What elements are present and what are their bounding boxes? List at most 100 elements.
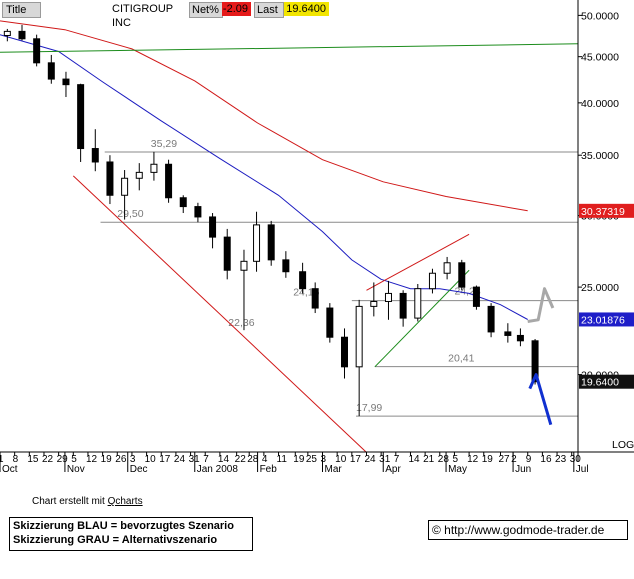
x-tick-label: 16 [540, 454, 552, 465]
x-tick-label: 17 [350, 454, 362, 465]
candle-body [311, 288, 319, 309]
level-label: 22,36 [228, 317, 254, 329]
scenario-legend: Skizzierung BLAU = bevorzugtes Szenario … [9, 517, 253, 551]
month-label: Jan 2008 [197, 464, 239, 474]
candle-body [472, 286, 480, 307]
x-tick-label: 10 [145, 454, 157, 465]
level-label: 17,99 [356, 402, 382, 414]
x-tick-label: 3 [130, 454, 136, 465]
candle-body [240, 260, 248, 271]
price-marker-label: 19.6400 [581, 377, 619, 389]
month-label: Oct [2, 464, 18, 474]
candle-body [3, 30, 11, 36]
x-tick-label: 12 [86, 454, 98, 465]
candle-body [326, 307, 334, 338]
scenario-legend-blue: Skizzierung BLAU = bevorzugtes Szenario [13, 520, 234, 532]
candle-body [516, 334, 524, 342]
candle-body [91, 148, 99, 163]
candle-body [33, 38, 41, 64]
y-tick-label: 25.0000 [581, 282, 619, 294]
net-percent-value: -2.09 [222, 2, 251, 16]
candle-body [443, 262, 451, 274]
candle-body [399, 292, 407, 319]
level-label: 35,29 [151, 138, 177, 150]
x-tick-label: 28 [247, 454, 259, 465]
x-tick-label: 31 [379, 454, 391, 465]
month-label: Apr [385, 464, 401, 474]
trendline [374, 269, 470, 368]
price-marker [579, 312, 634, 327]
candle-body [223, 236, 231, 271]
price-marker [579, 203, 634, 218]
trendline [72, 175, 367, 453]
x-tick-label: 19 [482, 454, 494, 465]
x-tick-label: 22 [42, 454, 54, 465]
moving-average-line [0, 43, 579, 53]
candle-body [282, 259, 290, 273]
x-tick-label: 27 [499, 454, 511, 465]
price-marker-label: 30.37319 [581, 206, 625, 218]
x-tick-label: 17 [159, 454, 171, 465]
chart-credit-prefix: Chart erstellt mit [32, 496, 108, 507]
candle-body [458, 262, 466, 288]
candle-body [165, 163, 173, 199]
x-tick-label: 24 [174, 454, 186, 465]
candle-body [340, 336, 348, 368]
candle-body [209, 216, 217, 238]
price-marker [579, 374, 634, 389]
price-marker-label: 23.01876 [581, 314, 625, 326]
month-label: Jul [576, 464, 589, 474]
x-tick-label: 7 [394, 454, 400, 465]
qcharts-link[interactable]: Qcharts [107, 496, 143, 507]
x-tick-label: 29 [57, 454, 69, 465]
candle-body [47, 62, 55, 80]
month-label: May [448, 464, 467, 474]
x-tick-label: 5 [452, 454, 458, 465]
month-label: Nov [67, 464, 85, 474]
x-tick-label: 1 [0, 454, 4, 465]
x-tick-label: 7 [203, 454, 209, 465]
x-tick-label: 4 [262, 454, 268, 465]
scenario-path [527, 287, 555, 323]
x-tick-label: 12 [467, 454, 479, 465]
scenario-path [528, 373, 553, 426]
candle-body [62, 78, 70, 86]
x-tick-label: 26 [115, 454, 127, 465]
x-tick-label: 9 [526, 454, 532, 465]
x-tick-label: 30 [570, 454, 582, 465]
x-tick-label: 23 [555, 454, 567, 465]
copyright-box: © http://www.godmode-trader.de [428, 520, 628, 540]
x-tick-label: 28 [438, 454, 450, 465]
candle-body [504, 331, 512, 336]
candle-body [135, 171, 143, 179]
x-tick-label: 19 [101, 454, 113, 465]
chart-credit: Chart erstellt mit Qcharts [32, 496, 143, 507]
net-percent-label: Net% [189, 2, 223, 18]
x-tick-label: 11 [277, 454, 288, 465]
month-label: Dec [130, 464, 148, 474]
month-label: Feb [260, 464, 278, 474]
candle-body [121, 177, 129, 196]
candle-body [18, 30, 26, 40]
x-tick-label: 14 [218, 454, 230, 465]
x-tick-label: 14 [408, 454, 420, 465]
x-tick-label: 10 [335, 454, 347, 465]
log-scale-label: LOG [612, 439, 634, 451]
candle-body [299, 271, 307, 290]
candle-body [414, 288, 422, 319]
chart-background [0, 0, 634, 474]
x-tick-label: 22 [235, 454, 247, 465]
x-tick-label: 19 [293, 454, 305, 465]
scenario-legend-grey: Skizzierung GRAU = Alternativszenario [13, 534, 218, 546]
x-tick-label: 21 [423, 454, 435, 465]
candle-body [384, 292, 392, 302]
candle-body [267, 224, 275, 261]
level-label: 29,50 [117, 208, 143, 220]
candle-body [179, 197, 187, 208]
candle-body [77, 84, 85, 150]
copyright-text: © http://www.godmode-trader.de [432, 523, 605, 537]
y-tick-label: 50.0000 [581, 10, 619, 22]
candle-body [150, 163, 158, 173]
y-tick-label: 40.0000 [581, 98, 619, 110]
title-tab[interactable]: Title [2, 2, 41, 18]
